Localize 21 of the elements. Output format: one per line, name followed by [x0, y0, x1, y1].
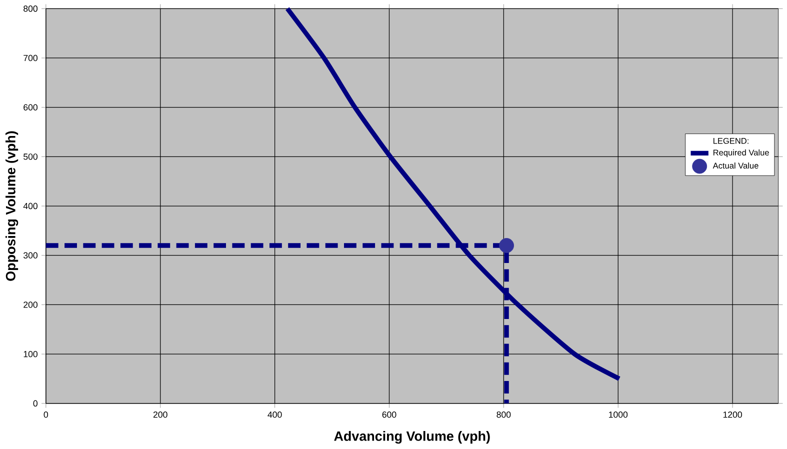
x-tick-label: 400 [268, 411, 282, 418]
x-tick-label: 1200 [723, 411, 742, 418]
y-tick-label: 800 [24, 5, 38, 12]
y-tick-label: 400 [23, 202, 38, 210]
legend-title: LEGEND: [714, 138, 748, 144]
x-tick-label: 1000 [608, 411, 628, 418]
x-tick-label: 0 [44, 411, 48, 418]
y-tick-label: 200 [24, 302, 38, 308]
legend-label: Actual Value [712, 162, 758, 169]
y-axis-title: Opposing Volume (vph) [6, 131, 18, 281]
x-tick-label: 600 [382, 411, 396, 418]
legend-label: Required Value [714, 149, 769, 158]
y-tick-label: 300 [24, 252, 38, 258]
y-tick-label: 600 [24, 104, 38, 110]
x-tick-label: 200 [153, 411, 168, 418]
y-tick-label: 500 [24, 153, 38, 160]
y-tick-label: 100 [24, 350, 38, 358]
y-tick-label: 0 [33, 400, 38, 406]
x-axis-title: Advancing Volume (vph) [334, 430, 490, 444]
x-tick-label: 800 [496, 411, 511, 418]
y-tick-label: 700 [24, 54, 38, 62]
